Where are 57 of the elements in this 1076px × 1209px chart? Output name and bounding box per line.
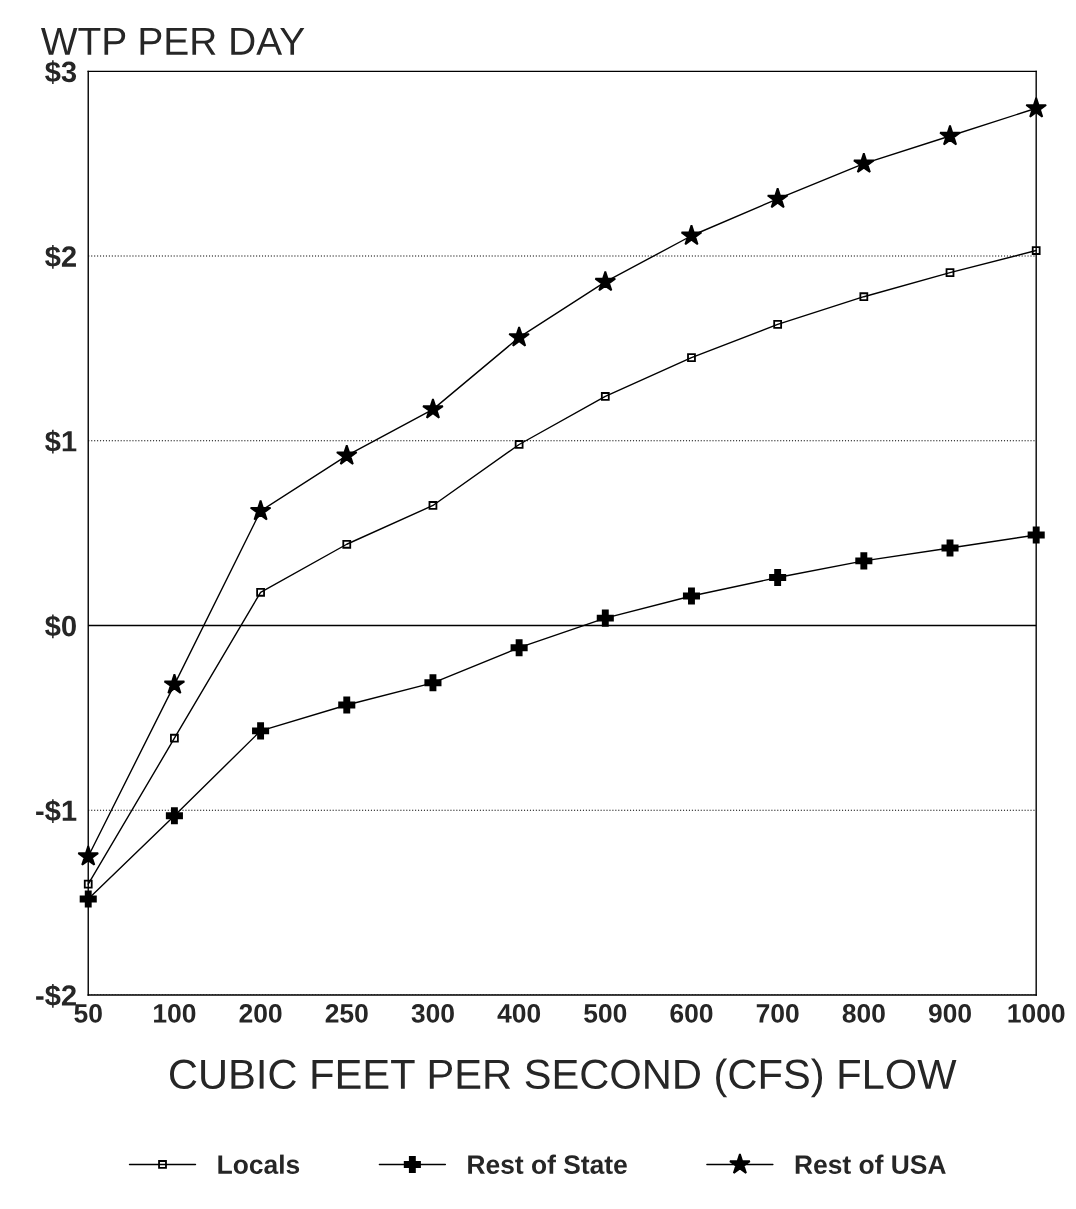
point bbox=[594, 270, 617, 292]
point bbox=[83, 879, 93, 889]
chart-title: WTP PER DAY bbox=[41, 27, 305, 55]
point bbox=[342, 539, 352, 549]
point bbox=[680, 224, 703, 246]
point bbox=[514, 440, 524, 449]
point bbox=[79, 890, 97, 908]
x-tick-label: 800 bbox=[842, 1004, 885, 1023]
x-tick-label: 400 bbox=[497, 1004, 541, 1023]
point bbox=[252, 722, 270, 740]
point bbox=[510, 639, 528, 657]
point bbox=[422, 398, 444, 419]
x-tick-label: 300 bbox=[411, 1004, 454, 1023]
point bbox=[941, 539, 959, 557]
x-tick-label: 1000 bbox=[1008, 1004, 1065, 1023]
point bbox=[600, 392, 610, 401]
point bbox=[249, 499, 272, 521]
y-tick-label: -$1 bbox=[36, 799, 77, 823]
y-tick-label: $0 bbox=[45, 614, 76, 639]
point bbox=[508, 326, 530, 347]
point bbox=[424, 674, 442, 692]
point bbox=[939, 124, 961, 146]
y-tick-label: $3 bbox=[45, 60, 77, 85]
x-tick-label: 200 bbox=[239, 1004, 282, 1023]
x-tick-label: 600 bbox=[670, 1004, 713, 1023]
point bbox=[773, 320, 783, 329]
x-axis-title: CUBIC FEET PER SECOND (CFS) FLOW bbox=[170, 1058, 957, 1098]
x-tick-label: 700 bbox=[756, 1004, 799, 1023]
point bbox=[859, 292, 869, 302]
y-tick-label: $1 bbox=[45, 429, 77, 454]
point bbox=[596, 609, 614, 627]
point bbox=[682, 587, 701, 605]
point bbox=[687, 353, 696, 363]
x-tick-label: 250 bbox=[325, 1004, 368, 1023]
point bbox=[256, 587, 265, 597]
y-tick-label: $2 bbox=[45, 244, 76, 269]
x-tick-label: 100 bbox=[154, 1004, 196, 1023]
point bbox=[945, 268, 955, 278]
point bbox=[335, 444, 358, 465]
x-tick-label: 50 bbox=[74, 1004, 102, 1023]
legend-label: Rest of State bbox=[468, 1154, 627, 1174]
y-tick-label: -$2 bbox=[36, 983, 76, 1008]
point bbox=[163, 673, 186, 694]
point bbox=[165, 807, 183, 825]
legend-label: Locals bbox=[218, 1154, 300, 1174]
point bbox=[769, 568, 787, 587]
legend-label: Rest of USA bbox=[795, 1154, 946, 1174]
point bbox=[77, 845, 100, 866]
point bbox=[853, 152, 875, 174]
x-tick-label: 500 bbox=[584, 1004, 627, 1023]
point bbox=[766, 187, 789, 209]
point bbox=[855, 552, 873, 570]
point bbox=[170, 733, 179, 743]
point bbox=[428, 501, 438, 510]
point bbox=[1031, 246, 1041, 255]
point bbox=[338, 696, 356, 714]
x-tick-label: 900 bbox=[928, 1004, 971, 1023]
